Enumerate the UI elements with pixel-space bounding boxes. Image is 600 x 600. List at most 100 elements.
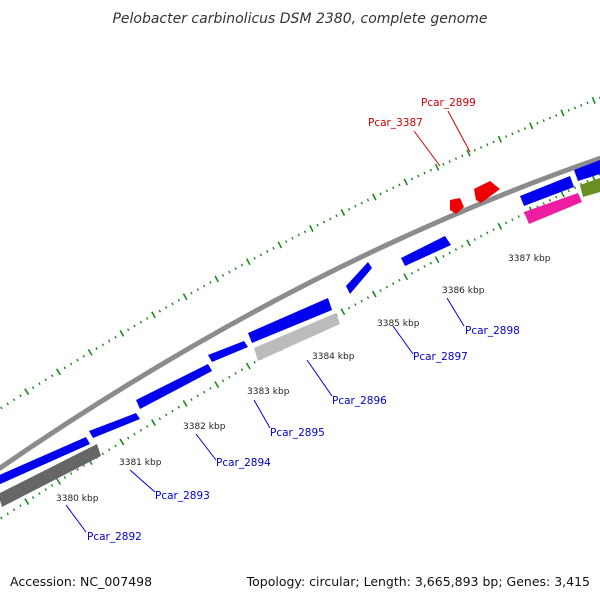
gene-arrow-2896[interactable] [248,298,332,343]
gene-label-2894[interactable]: Pcar_2894 [216,457,271,469]
outer-tick [536,121,539,125]
outer-tick [479,146,483,149]
outer-tick [497,135,502,143]
outer-tick [259,253,263,257]
inner-tick [158,417,162,421]
inner-tick [360,299,363,303]
outer-tick [505,135,508,138]
outer-tick [240,263,244,267]
gene-arrow-2894[interactable] [136,364,212,409]
outer-tick [82,354,86,358]
outer-tick [486,143,489,147]
gene-arrow-2895[interactable] [208,341,248,362]
outer-tick [284,240,288,243]
outer-tick [24,388,30,396]
gene-olive[interactable] [580,178,600,197]
outer-tick [335,214,338,218]
inner-tick [454,248,458,251]
gene-arrow-right[interactable] [520,176,574,206]
outer-tick [573,106,577,110]
inner-tick [50,484,54,487]
inner-tick [101,452,105,456]
outer-tick [329,217,332,221]
gene-label-2892[interactable]: Pcar_2892 [87,531,142,543]
outer-tick [511,132,514,136]
gene-dark-gray-2892[interactable] [0,444,101,507]
kbp-label-3384: 3384 kbp [312,352,355,362]
inner-tick [403,273,409,281]
outer-tick [182,293,188,301]
outer-tick [461,154,464,158]
inner-tick [497,222,503,230]
kbp-label-3382: 3382 kbp [183,422,226,432]
gene-red-2899[interactable] [474,181,500,203]
outer-tick [214,275,220,283]
outer-tick [228,270,231,274]
outer-tick [221,274,225,277]
gene-red-3387[interactable] [450,198,464,214]
inner-tick [486,231,489,235]
inner-tick [196,394,199,398]
inner-tick [461,244,464,248]
outer-tick [542,119,545,123]
gene-label-3387[interactable]: Pcar_3387 [368,117,423,129]
outer-tick [177,298,181,302]
outer-tick [151,311,156,319]
gene-gray-2896[interactable] [254,313,340,361]
gene-arrow-edge[interactable] [574,160,600,181]
gene-label-2898[interactable]: Pcar_2898 [465,325,520,337]
map-title: Pelobacter carbinolicus DSM 2380, comple… [112,11,487,27]
outer-tick [31,386,35,390]
outer-tick [473,148,476,152]
outer-tick [253,256,256,260]
inner-tick [548,198,552,202]
gene-label-2893[interactable]: Pcar_2893 [155,490,210,502]
inner-tick [542,202,545,205]
outer-tick [95,347,98,350]
gene-arrow-2897[interactable] [346,262,372,294]
inner-tick [209,386,212,390]
outer-tick [277,241,283,249]
outer-tick [529,122,534,130]
gene-label-2896[interactable]: Pcar_2896 [332,395,387,407]
outer-tick [340,209,346,217]
gene-label-2899[interactable]: Pcar_2899 [421,97,476,109]
outer-tick [492,140,495,144]
gene-arrow-2898[interactable] [401,236,451,266]
outer-tick [0,406,3,410]
inner-tick [573,186,577,189]
kbp-label-3383: 3383 kbp [247,387,290,397]
gene-label-2897[interactable]: Pcar_2897 [413,351,468,363]
gene-label-2895[interactable]: Pcar_2895 [270,427,325,439]
outer-tick [202,284,206,288]
outer-tick [12,398,16,402]
inner-tick [253,360,256,364]
outer-tick [44,378,48,382]
gene-arrow-2892[interactable] [0,437,90,485]
outer-tick [101,343,105,347]
gene-arrow-2893[interactable] [89,413,140,438]
outer-tick [555,114,558,117]
inner-tick [423,265,426,268]
outer-tick [133,324,136,328]
inner-tick [76,468,79,471]
outer-tick [190,291,193,295]
kbp-label-3381: 3381 kbp [119,458,162,468]
inner-tick [31,496,35,499]
inner-tick [202,390,206,394]
outer-tick [360,201,363,205]
inner-tick [347,306,351,310]
outer-tick [266,250,269,253]
kbp-label-3387: 3387 kbp [508,254,551,264]
inner-tick [398,278,401,282]
outer-tick [87,348,93,356]
outer-tick [69,362,73,366]
inner-tick [69,472,73,475]
topology-text: Topology: circular; Length: 3,665,893 bp… [246,574,590,589]
inner-tick [6,512,9,516]
outer-tick [398,183,401,187]
gene-magenta[interactable] [524,193,582,224]
inner-tick [517,215,520,218]
outer-tick [560,109,565,117]
outer-tick [385,189,389,193]
